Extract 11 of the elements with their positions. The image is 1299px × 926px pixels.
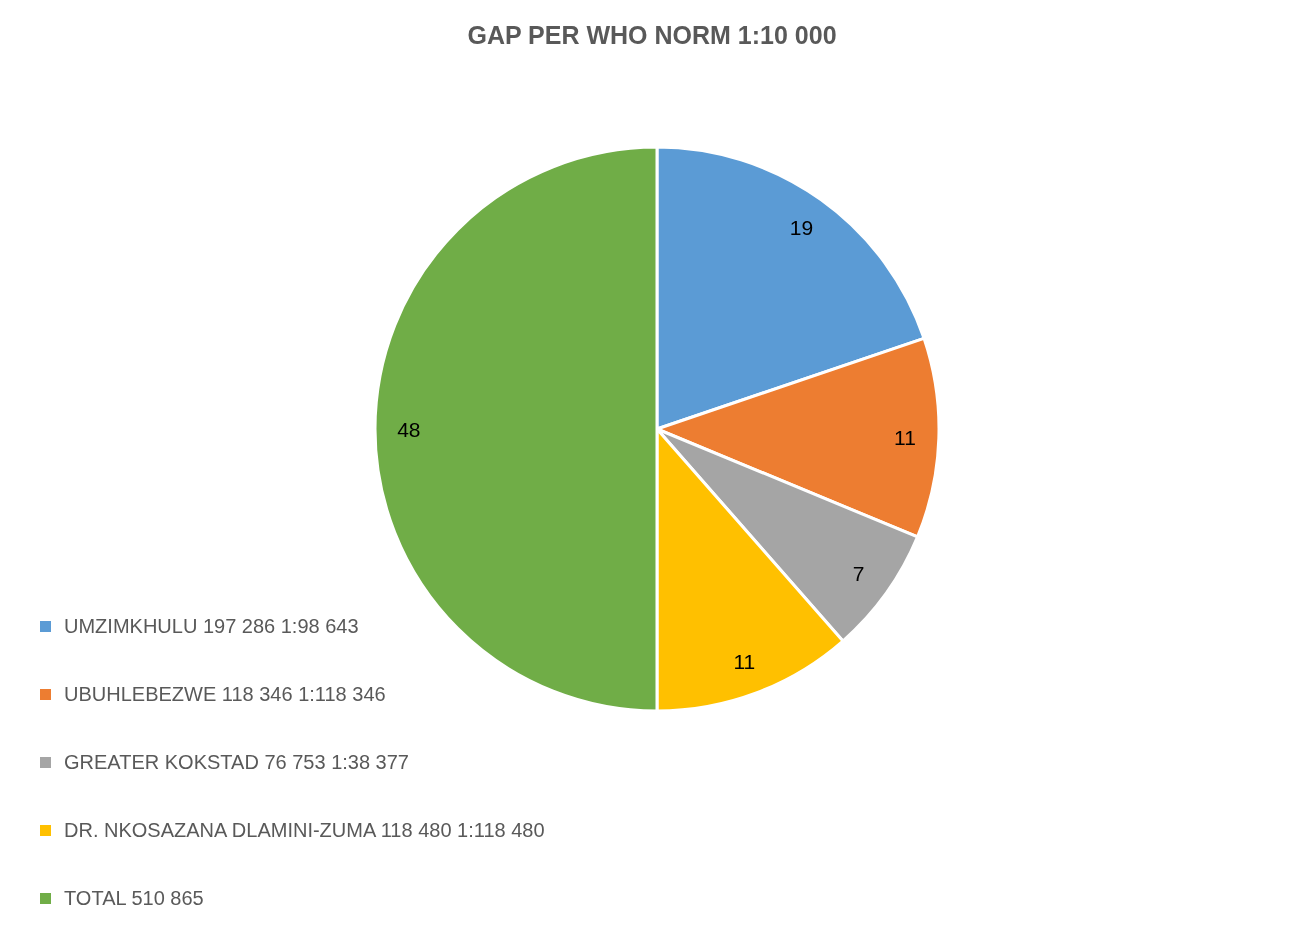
legend-label: GREATER KOKSTAD 76 753 1:38 377	[64, 750, 409, 774]
legend-label: DR. NKOSAZANA DLAMINI-ZUMA 118 480 1:118 480	[64, 818, 545, 842]
data-label: 48	[397, 417, 421, 441]
data-label: 19	[789, 215, 814, 239]
data-label: 7	[852, 562, 865, 586]
data-label: 11	[894, 425, 916, 449]
data-label: 11	[733, 649, 756, 673]
chart-title: GAP PER WHO NORM 1:10 000	[467, 21, 837, 49]
legend-label: UMZIMKHULU 197 286 1:98 643	[64, 614, 359, 638]
legend-label: UBUHLEBEZWE 118 346 1:118 346	[64, 682, 386, 706]
legend-label: TOTAL 510 865	[64, 886, 204, 910]
